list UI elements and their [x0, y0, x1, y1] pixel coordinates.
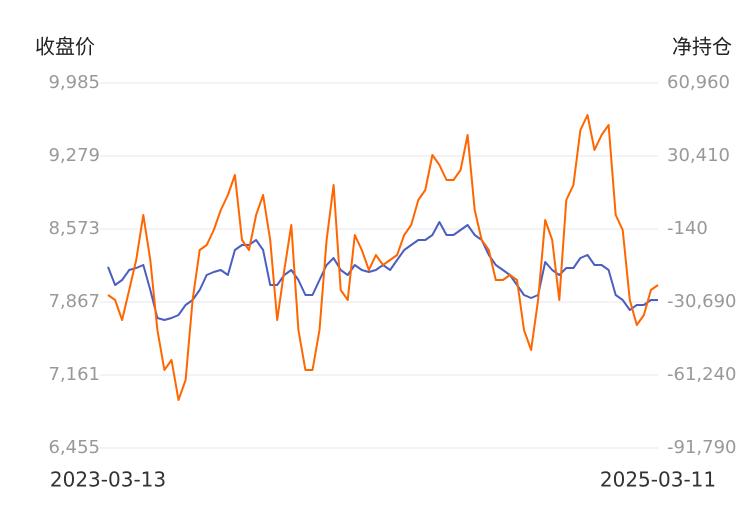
x-tick-label: 2025-03-11 [600, 468, 716, 492]
y-tick-label: 8,573 [48, 218, 100, 239]
y-tick-label: 7,867 [48, 291, 100, 312]
y2-axis-label: 净持仓 [672, 35, 732, 59]
y-tick-label: 9,279 [48, 145, 100, 166]
y-axis-label: 收盘价 [35, 35, 95, 59]
y-tick-label: 9,985 [48, 72, 100, 93]
y2-tick-label: -140 [667, 218, 708, 239]
y2-tick-label: -30,690 [667, 291, 736, 312]
x-tick-label: 2023-03-13 [50, 468, 166, 492]
y2-tick-label: -91,790 [667, 437, 736, 458]
y2-tick-label: 60,960 [667, 72, 730, 93]
y2-tick-label: -61,240 [667, 364, 736, 385]
y2-tick-label: 30,410 [667, 145, 730, 166]
series-line [107, 114, 659, 401]
series-line [107, 221, 658, 321]
y-tick-label: 6,455 [48, 437, 100, 458]
y-tick-label: 7,161 [48, 364, 100, 385]
